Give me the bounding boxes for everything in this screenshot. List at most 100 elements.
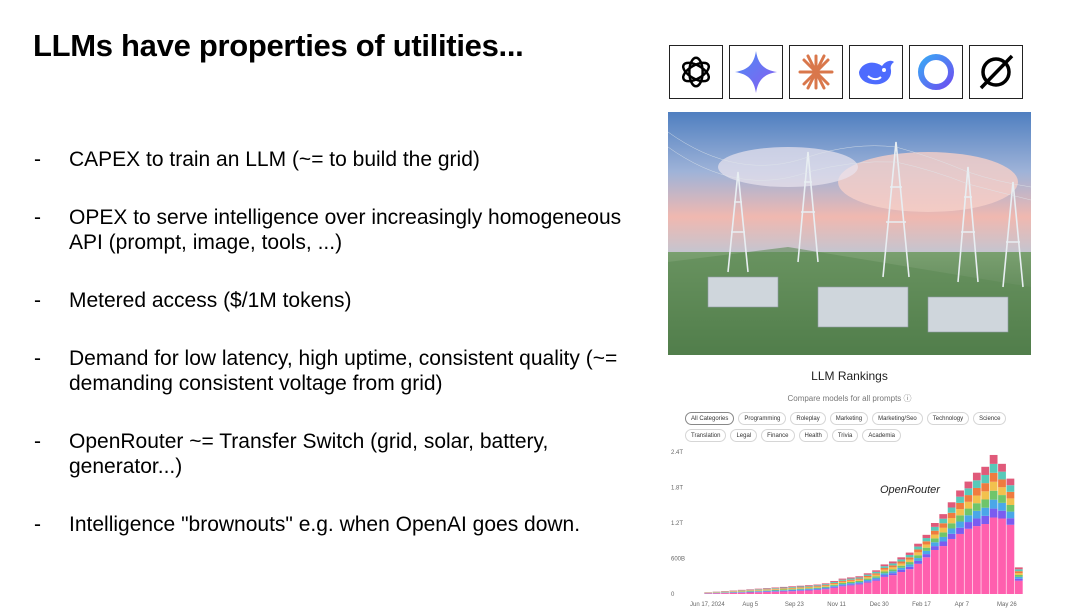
chart-bar-segment — [872, 580, 880, 594]
chart-bar-segment — [754, 590, 763, 592]
chart-bar-segment — [763, 591, 771, 592]
chart-bar-segment — [872, 576, 880, 578]
chip-legal[interactable]: Legal — [730, 429, 758, 442]
chart-bar-segment — [880, 571, 889, 574]
chart-bar-segment — [813, 588, 822, 590]
chart-bar-segment — [981, 499, 990, 508]
chart-bar-segment — [880, 567, 889, 570]
bullet-text: OPEX to serve intelligence over increasi… — [69, 206, 622, 254]
chart-bar-segment — [855, 584, 864, 594]
chart-bar-segment — [1014, 578, 1023, 581]
chart-bar-segment — [805, 585, 813, 587]
openai-logo-icon — [669, 45, 723, 99]
x-tick-label: Sep 23 — [785, 602, 805, 608]
chart-bar-segment — [947, 538, 956, 594]
chart-bar-segment — [771, 590, 780, 592]
chart-bar-segment — [888, 561, 897, 564]
chart-bar-segment — [813, 584, 822, 586]
chip-science[interactable]: Science — [973, 412, 1007, 425]
chip-all-categories[interactable]: All Categories — [685, 412, 735, 425]
chart-bar-segment — [981, 507, 990, 516]
chart-bar-segment — [805, 590, 813, 594]
chart-bar-segment — [830, 582, 839, 584]
chart-bar-segment — [763, 589, 771, 590]
chart-bar-segment — [914, 546, 922, 550]
chart-bar-segment — [880, 575, 889, 577]
chart-bar-segment — [947, 502, 956, 508]
chart-bar-segment — [788, 589, 797, 591]
chart-bar-segment — [989, 472, 998, 482]
chip-roleplay[interactable]: Roleplay — [790, 412, 826, 425]
chart-bar-segment — [914, 543, 922, 547]
chart-bar-segment — [872, 579, 880, 581]
bullet-list: - CAPEX to train an LLM (~= to build the … — [34, 147, 634, 570]
chip-programming[interactable]: Programming — [738, 412, 787, 425]
chart-bar-segment — [847, 581, 855, 584]
chart-bar-segment — [939, 527, 948, 533]
chart-bar-segment — [964, 515, 973, 523]
chart-bar-segment — [779, 590, 788, 592]
chart-bar-segment — [763, 588, 771, 590]
x-tick-label: Dec 30 — [870, 602, 890, 608]
chip-marketing[interactable]: Marketing — [829, 412, 869, 425]
chart-bar-segment — [888, 565, 897, 568]
chart-bar-segment — [914, 555, 922, 559]
chart-bar-segment — [914, 558, 922, 561]
chart-bar-segment — [746, 592, 755, 594]
chip-trivia[interactable]: Trivia — [831, 429, 859, 442]
chart-bar-segment — [922, 538, 931, 542]
chart-bar-segment — [956, 490, 964, 497]
chart-bar-segment — [813, 585, 822, 587]
chart-bar-segment — [821, 585, 830, 587]
chart-bar-segment — [989, 499, 998, 509]
chip-technology[interactable]: Technology — [926, 412, 970, 425]
chart-bar-segment — [763, 591, 771, 594]
chart-bar-segment — [998, 495, 1006, 503]
chart-bar-segment — [939, 541, 948, 547]
chart-bar-segment — [922, 534, 931, 539]
chart-bar-segment — [771, 587, 780, 589]
chart-bar-segment — [863, 574, 872, 576]
chip-finance[interactable]: Finance — [761, 429, 795, 442]
chart-bar-segment — [863, 579, 872, 582]
chart-bar-segment — [1006, 478, 1015, 486]
chip-academia[interactable]: Academia — [862, 429, 901, 442]
chart-bar-segment — [771, 589, 780, 591]
chart-bar-segment — [989, 508, 998, 518]
chart-bar-segment — [922, 554, 931, 558]
chip-health[interactable]: Health — [798, 429, 828, 442]
chart-bar-segment — [998, 471, 1006, 480]
chip-marketing-seo[interactable]: Marketing/Seo — [872, 412, 923, 425]
chart-bar-segment — [1006, 524, 1015, 594]
chart-bar-segment — [754, 589, 763, 590]
chart-bar-segment — [771, 588, 780, 589]
chart-bar-segment — [1014, 567, 1023, 570]
chart-bar-segment — [863, 575, 872, 578]
chart-bar-segment — [805, 588, 813, 590]
chart-bar-segment — [771, 589, 780, 590]
chart-bar-segment — [847, 578, 855, 580]
chart-bar-segment — [788, 587, 797, 589]
bullet-item: - Demand for low latency, high uptime, co… — [34, 346, 634, 396]
category-chips: All Categories Programming Roleplay Mark… — [685, 412, 1025, 442]
chart-bar-segment — [830, 581, 839, 583]
chart-bar-segment — [830, 583, 839, 585]
chart-bar-segment — [1014, 573, 1023, 575]
rankings-subtitle: Compare models for all prompts ⓘ — [787, 394, 912, 403]
chart-bar-segment — [779, 588, 788, 590]
chart-bar-segment — [905, 562, 914, 565]
bullet-item: - OpenRouter ~= Transfer Switch (grid, so… — [34, 429, 634, 479]
chart-bar-segment — [947, 518, 956, 524]
chart-bar-segment — [972, 503, 981, 511]
ring-logo-icon — [909, 45, 963, 99]
chart-bar-segment — [922, 547, 931, 551]
chart-bar-segment — [729, 592, 738, 594]
chart-bar-segment — [930, 530, 939, 535]
chart-bar-segment — [930, 549, 939, 594]
chart-bar-segment — [813, 590, 822, 594]
chip-translation[interactable]: Translation — [685, 429, 727, 442]
chart-bar-segment — [863, 582, 872, 594]
chart-bar-segment — [1014, 580, 1023, 594]
chart-bar-segment — [796, 589, 805, 591]
chart-bar-segment — [872, 571, 880, 574]
